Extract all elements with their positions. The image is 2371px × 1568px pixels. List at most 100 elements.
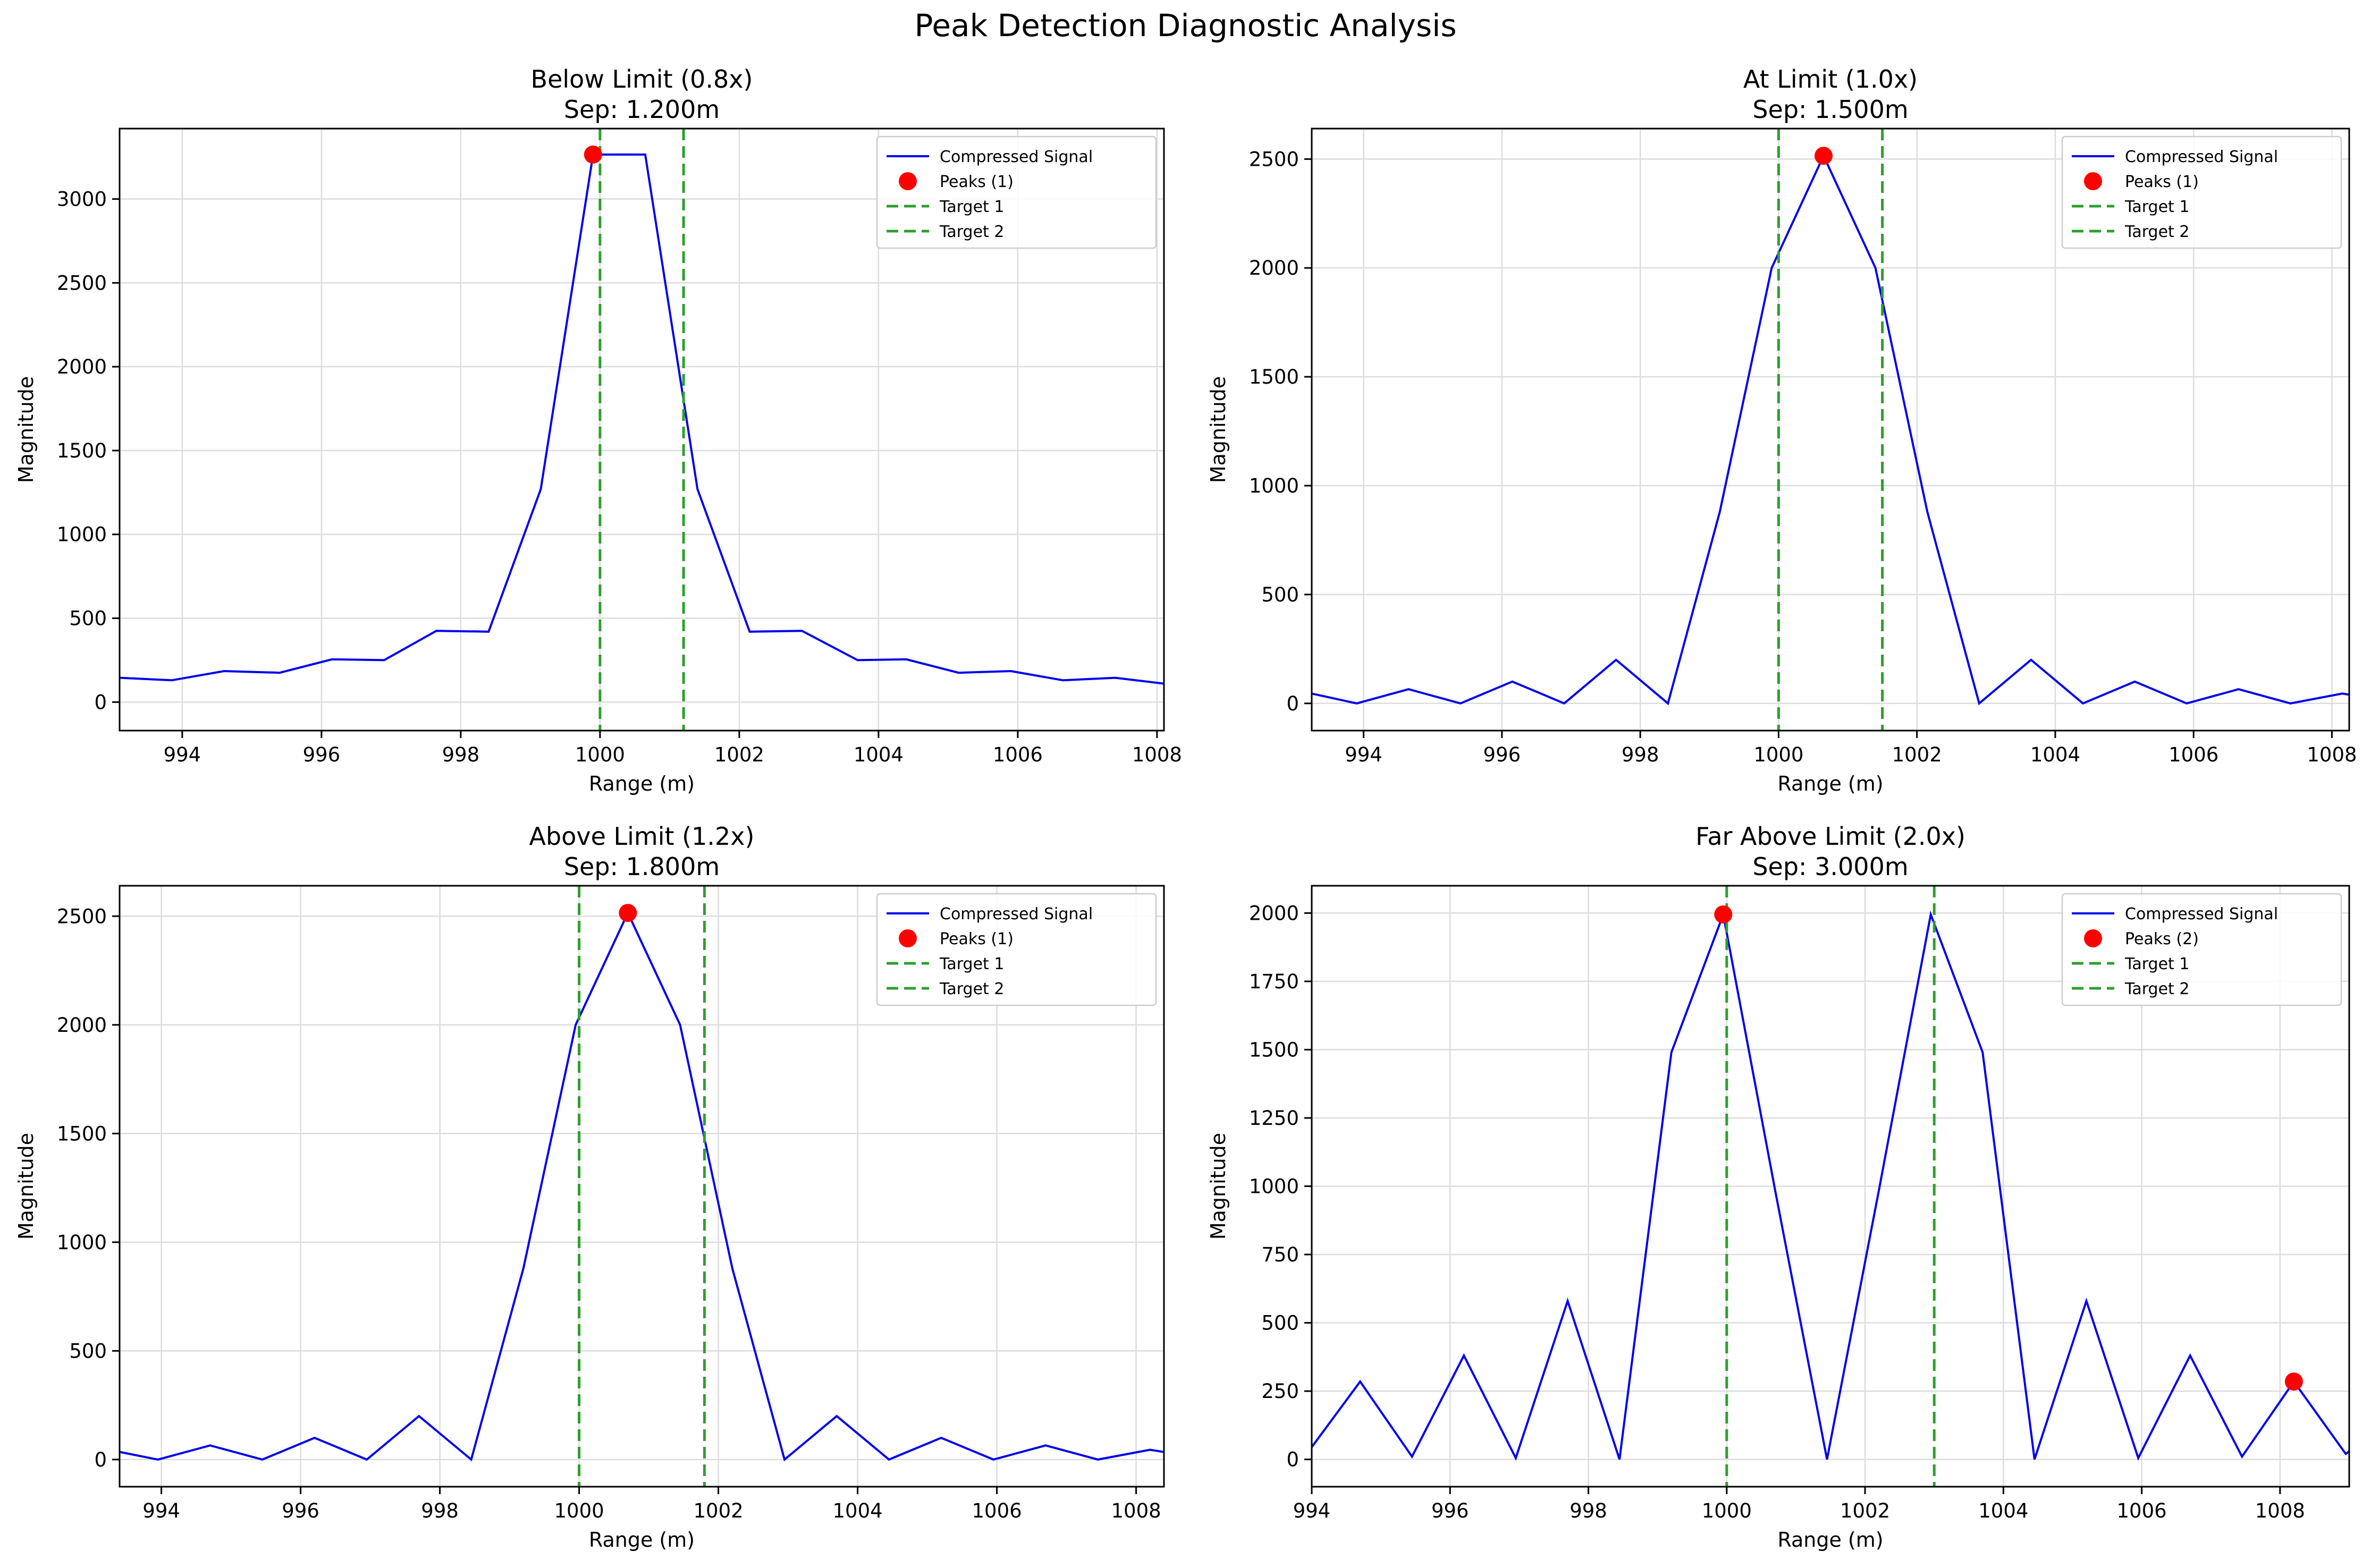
legend-peaks-label: Peaks (1) xyxy=(940,930,1014,948)
subplot-title: At Limit (1.0x) xyxy=(1743,65,1918,94)
x-tick-label: 998 xyxy=(442,743,480,766)
y-axis-label: Magnitude xyxy=(1206,1133,1230,1240)
y-tick-label: 0 xyxy=(1286,1448,1299,1471)
subplot-subtitle: Sep: 3.000m xyxy=(1752,852,1908,881)
y-tick-label: 1500 xyxy=(57,1122,107,1145)
subplot-4: 994 996 998 1000 1002 1004 1006 1008 0 250 500 750 1… xyxy=(1206,822,2350,1552)
legend-peaks-label: Peaks (1) xyxy=(2125,173,2199,191)
y-tick-label: 1250 xyxy=(1249,1107,1299,1130)
y-tick-label: 2000 xyxy=(57,1014,107,1037)
legend-target-2-label: Target 2 xyxy=(2124,980,2189,998)
x-axis-label: Range (m) xyxy=(589,1528,695,1552)
legend-box xyxy=(876,893,1157,1006)
subplot-subtitle: Sep: 1.500m xyxy=(1752,95,1908,124)
y-tick-label: 0 xyxy=(94,1448,107,1471)
legend-target-1-label: Target 1 xyxy=(939,955,1004,973)
x-tick-label: 996 xyxy=(1483,743,1521,766)
y-tick-label: 2000 xyxy=(57,355,107,378)
legend: Compressed Signal Peaks (1) Target 1 Target… xyxy=(876,135,1157,249)
x-tick-label: 1004 xyxy=(2030,743,2080,766)
x-tick-label: 994 xyxy=(164,743,201,766)
x-tick-label: 1002 xyxy=(694,1499,744,1522)
y-tick-label: 0 xyxy=(1286,692,1299,715)
peak-marker xyxy=(584,145,602,164)
x-tick-label: 1006 xyxy=(972,1499,1022,1522)
y-tick-label: 500 xyxy=(1261,1312,1299,1335)
y-tick-label: 250 xyxy=(1261,1380,1299,1403)
x-tick-label: 1008 xyxy=(1132,743,1182,766)
x-tick-label: 996 xyxy=(1431,1499,1469,1522)
compressed-signal-line xyxy=(1312,910,2349,1461)
x-tick-label: 998 xyxy=(1622,743,1659,766)
legend-peaks-label: Peaks (1) xyxy=(940,173,1014,191)
legend-target-1-label: Target 1 xyxy=(2124,955,2189,973)
x-tick-label: 1006 xyxy=(2169,743,2218,766)
y-tick-label: 1000 xyxy=(57,1231,107,1254)
y-axis-label: Magnitude xyxy=(14,376,38,483)
x-tick-label: 1008 xyxy=(1111,1499,1161,1522)
legend-box xyxy=(876,135,1157,249)
legend-peaks-handle xyxy=(899,929,917,947)
x-tick-label: 1000 xyxy=(554,1499,604,1522)
legend: Compressed Signal Peaks (2) Target 1 Target… xyxy=(2061,893,2342,1006)
compressed-signal-line xyxy=(120,910,1164,1462)
peak-marker xyxy=(1814,147,1833,165)
y-tick-label: 1000 xyxy=(57,523,107,546)
plot-frame xyxy=(119,885,1165,1488)
legend-peaks-handle xyxy=(2084,172,2102,190)
peak-marker xyxy=(2284,1372,2303,1391)
x-tick-label: 1004 xyxy=(1978,1499,2028,1522)
y-tick-label: 500 xyxy=(1261,583,1299,606)
y-tick-label: 1500 xyxy=(1249,366,1299,388)
x-tick-label: 996 xyxy=(303,743,341,766)
y-tick-label: 500 xyxy=(69,607,107,630)
y-tick-label: 2500 xyxy=(57,905,107,928)
y-tick-label: 1500 xyxy=(57,439,107,462)
subplot-1: 994 996 998 1000 1002 1004 1006 1008 0 500 1000 150… xyxy=(14,65,1182,795)
legend-signal-label: Compressed Signal xyxy=(2125,905,2278,923)
x-axis-label: Range (m) xyxy=(589,772,695,795)
y-tick-label: 0 xyxy=(94,691,107,714)
compressed-signal-line xyxy=(120,153,1164,685)
plot-frame xyxy=(1311,128,2350,732)
legend-target-1-label: Target 1 xyxy=(2124,198,2189,216)
x-tick-label: 1000 xyxy=(575,743,625,766)
subplot-subtitle: Sep: 1.200m xyxy=(564,95,720,124)
legend-target-2-label: Target 2 xyxy=(939,980,1004,998)
y-tick-label: 2500 xyxy=(1249,148,1299,171)
y-tick-label: 2000 xyxy=(1249,902,1299,925)
x-axis-label: Range (m) xyxy=(1777,1528,1883,1552)
legend-box xyxy=(2061,893,2342,1006)
x-tick-label: 1000 xyxy=(1702,1499,1752,1522)
subplot-title: Far Above Limit (2.0x) xyxy=(1695,822,1965,851)
x-tick-label: 998 xyxy=(1570,1499,1607,1522)
plot-frame xyxy=(119,128,1165,732)
legend-peaks-handle xyxy=(2084,929,2102,947)
x-tick-label: 1004 xyxy=(833,1499,883,1522)
x-tick-label: 1002 xyxy=(714,743,764,766)
x-tick-label: 994 xyxy=(1345,743,1382,766)
x-axis-label: Range (m) xyxy=(1777,772,1883,795)
peak-marker xyxy=(619,904,637,922)
y-tick-label: 1000 xyxy=(1249,474,1299,497)
legend-peaks-handle xyxy=(899,172,917,190)
y-axis-label: Magnitude xyxy=(1206,376,1230,483)
y-tick-label: 3000 xyxy=(57,188,107,211)
legend: Compressed Signal Peaks (1) Target 1 Target… xyxy=(2061,135,2342,249)
subplot-subtitle: Sep: 1.800m xyxy=(564,852,720,881)
legend-peaks-label: Peaks (2) xyxy=(2125,930,2199,948)
x-tick-label: 1006 xyxy=(993,743,1043,766)
figure-title: Peak Detection Diagnostic Analysis xyxy=(914,7,1457,44)
x-tick-label: 994 xyxy=(1293,1499,1331,1522)
subplot-3: 994 996 998 1000 1002 1004 1006 1008 0 500 1000 150… xyxy=(14,822,1165,1552)
x-tick-label: 996 xyxy=(282,1499,319,1522)
y-tick-label: 1500 xyxy=(1249,1038,1299,1061)
y-tick-label: 500 xyxy=(69,1340,107,1362)
legend-signal-label: Compressed Signal xyxy=(940,148,1093,166)
x-tick-label: 1008 xyxy=(2307,743,2357,766)
y-axis-label: Magnitude xyxy=(14,1133,38,1240)
legend: Compressed Signal Peaks (1) Target 1 Target… xyxy=(876,893,1157,1006)
y-tick-label: 1750 xyxy=(1249,970,1299,993)
x-tick-label: 994 xyxy=(142,1499,180,1522)
